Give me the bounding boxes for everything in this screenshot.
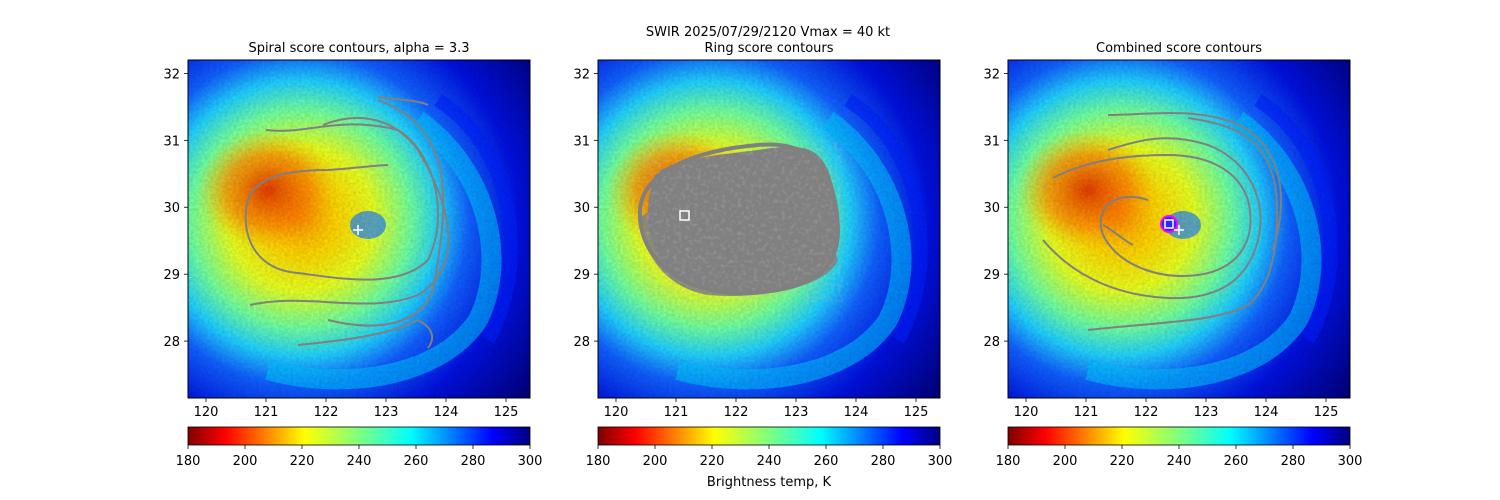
- suptitle-line2-ring: Ring score contours: [704, 41, 833, 56]
- colorbar-label: Brightness temp, K: [707, 475, 832, 490]
- colorbar-tick-label: 180: [996, 454, 1021, 469]
- heatmap-spiral: [188, 60, 530, 398]
- colorbar-tick-label: 180: [176, 454, 201, 469]
- colorbar-ring: [597, 426, 941, 446]
- heatmap-ring: [598, 60, 940, 398]
- y-tick-label: 31: [573, 134, 590, 149]
- y-tick-label: 28: [573, 335, 590, 350]
- colorbar-tick-label: 200: [1053, 454, 1078, 469]
- colorbar-tick-label: 280: [871, 454, 896, 469]
- x-tick-label: 123: [1194, 405, 1219, 420]
- x-tick-label: 121: [664, 405, 689, 420]
- colorbar-tick-label: 260: [404, 454, 429, 469]
- y-tick-label: 29: [573, 268, 590, 283]
- x-tick-label: 125: [494, 405, 519, 420]
- x-tick-label: 120: [604, 405, 629, 420]
- colorbar-tick-label: 280: [461, 454, 486, 469]
- y-tick-label: 30: [573, 201, 590, 216]
- panel-combined: Combined score contours: [1007, 41, 1351, 399]
- x-tick-label: 124: [844, 405, 869, 420]
- x-tick-label: 121: [1074, 405, 1099, 420]
- colorbar-tick-label: 220: [1110, 454, 1135, 469]
- colorbar-tick-label: 240: [757, 454, 782, 469]
- colorbar-spiral: [187, 426, 531, 446]
- colorbar-tick-label: 240: [347, 454, 372, 469]
- colorbar-tick-label: 220: [290, 454, 315, 469]
- colorbar-tick-label: 260: [1224, 454, 1249, 469]
- colorbar-tick-label: 300: [928, 454, 953, 469]
- colorbar-tick-label: 200: [233, 454, 258, 469]
- y-tick-label: 31: [163, 134, 180, 149]
- y-tick-label: 29: [983, 268, 1000, 283]
- x-tick-label: 123: [784, 405, 809, 420]
- figure-suptitle: SWIR 2025/07/29/2120 Vmax = 40 kt: [646, 25, 890, 40]
- y-tick-label: 31: [983, 134, 1000, 149]
- colorbar-tick-label: 180: [586, 454, 611, 469]
- colorbar-tick-label: 280: [1281, 454, 1306, 469]
- square-marker: [1164, 219, 1174, 229]
- x-tick-label: 123: [374, 405, 399, 420]
- x-tick-label: 124: [1254, 405, 1279, 420]
- y-tick-label: 28: [983, 335, 1000, 350]
- y-tick-label: 30: [163, 201, 180, 216]
- y-tick-label: 32: [573, 67, 590, 82]
- x-tick-label: 122: [1134, 405, 1159, 420]
- colorbar-tick-label: 200: [643, 454, 668, 469]
- colorbar-combined: [1007, 426, 1351, 446]
- y-tick-label: 29: [163, 268, 180, 283]
- x-tick-label: 124: [434, 405, 459, 420]
- x-tick-label: 120: [1014, 405, 1039, 420]
- x-tick-label: 125: [1314, 405, 1339, 420]
- colorbar-tick-label: 300: [1338, 454, 1363, 469]
- x-tick-label: 121: [254, 405, 279, 420]
- heatmap-combined: [1008, 60, 1350, 398]
- plus-marker: [1174, 225, 1184, 235]
- plus-marker: [353, 225, 363, 235]
- y-tick-label: 28: [163, 335, 180, 350]
- y-tick-label: 32: [163, 67, 180, 82]
- colorbar-tick-label: 240: [1167, 454, 1192, 469]
- colorbar-tick-label: 260: [814, 454, 839, 469]
- panel-title-combined: Combined score contours: [1096, 41, 1262, 56]
- colorbar-tick-label: 300: [518, 454, 543, 469]
- square-marker: [679, 210, 690, 221]
- y-tick-label: 32: [983, 67, 1000, 82]
- y-tick-label: 30: [983, 201, 1000, 216]
- panel-title-spiral: Spiral score contours, alpha = 3.3: [248, 41, 469, 56]
- x-tick-label: 122: [314, 405, 339, 420]
- colorbar-tick-label: 220: [700, 454, 725, 469]
- panel-spiral: Spiral score contours, alpha = 3.3: [187, 41, 531, 399]
- x-tick-label: 120: [194, 405, 219, 420]
- x-tick-label: 122: [724, 405, 749, 420]
- panel-ring: Ring score contours: [597, 41, 941, 399]
- x-tick-label: 125: [904, 405, 929, 420]
